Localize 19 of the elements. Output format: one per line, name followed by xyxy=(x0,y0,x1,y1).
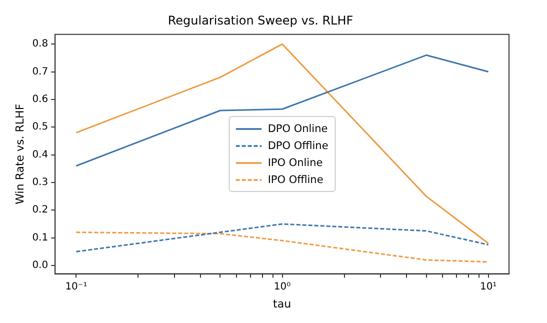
legend-label: DPO Offline xyxy=(268,140,328,152)
y-tick-label: 0.2 xyxy=(32,204,48,216)
chart-title: Regularisation Sweep vs. RLHF xyxy=(168,13,354,28)
y-tick-label: 0.8 xyxy=(32,38,48,50)
y-tick-label: 0.3 xyxy=(32,177,48,188)
x-tick-label: 10¹ xyxy=(480,281,497,292)
y-tick-label: 0.6 xyxy=(32,94,48,106)
x-axis-title: tau xyxy=(273,297,292,310)
legend-label: IPO Online xyxy=(268,156,323,169)
y-tick-label: 0.0 xyxy=(32,260,48,272)
y-tick-label: 0.7 xyxy=(32,66,48,78)
y-tick-label: 0.5 xyxy=(32,122,48,133)
legend-label: DPO Online xyxy=(268,122,328,135)
legend-label: IPO Offline xyxy=(268,174,324,186)
x-tick-label: 10⁻¹ xyxy=(65,281,88,292)
y-axis-title: Win Rate vs. RLHF xyxy=(13,104,26,204)
y-tick-label: 0.1 xyxy=(32,232,48,244)
x-tick-label: 10⁰ xyxy=(274,281,291,292)
y-tick-label: 0.4 xyxy=(32,149,48,160)
